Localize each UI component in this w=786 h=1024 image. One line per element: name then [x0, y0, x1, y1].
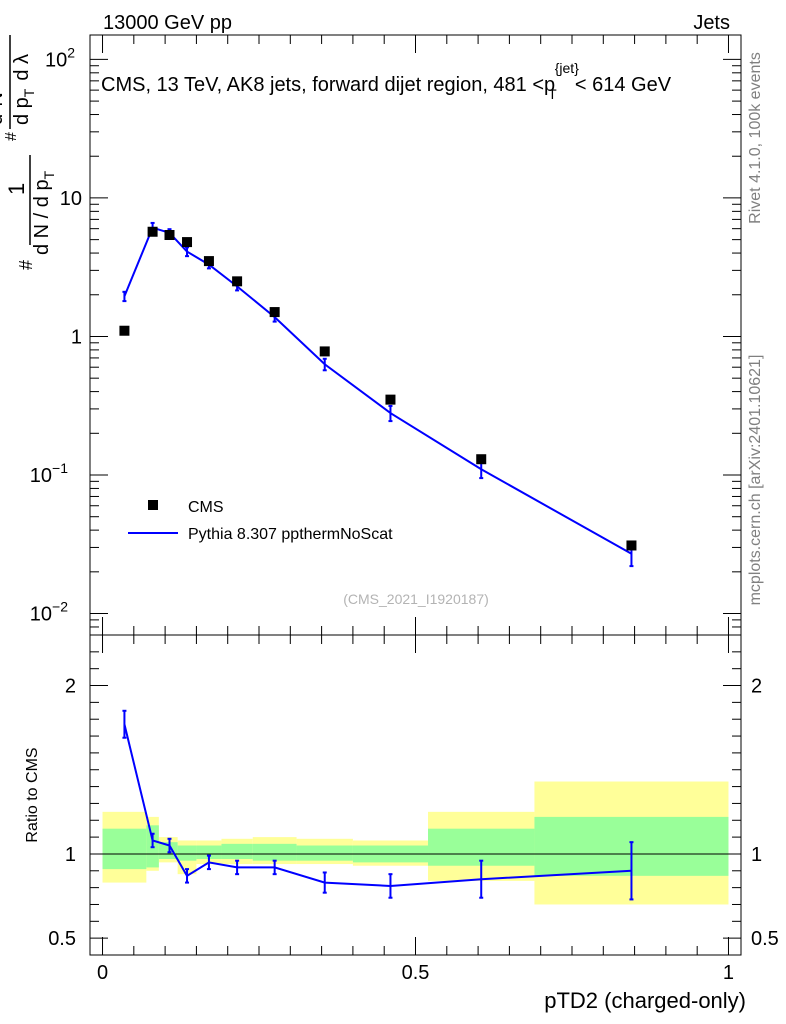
main-ytick-label: 10−1	[30, 460, 68, 487]
legend-cms-marker	[148, 500, 158, 510]
x-axis-label: pTD2 (charged-only)	[544, 988, 746, 1013]
inner-band-segment	[296, 845, 353, 861]
legend: CMS Pythia 8.307 ppthermNoScat	[128, 499, 393, 543]
cms-point	[182, 237, 193, 248]
ratio-ytick-label-right: 1	[751, 844, 762, 866]
ylabel-dp-t: T	[21, 88, 37, 97]
ratio-ytick-label-left: 0.5	[48, 928, 76, 950]
inner-band-segment	[102, 828, 147, 870]
ylabel-one: 1	[4, 183, 29, 195]
cms-point	[119, 325, 130, 336]
ratio-ytick-labels: 0.5 0.5 1 1 2 2	[48, 676, 779, 951]
main-ylabel: # 1 d N / d pT # d2N d pTd λ	[0, 35, 57, 270]
ratio-ytick-label-left: 1	[65, 844, 76, 866]
cms-point	[232, 276, 243, 287]
plot-title-sup: {jet}	[555, 60, 579, 76]
ylabel-den-t: T	[41, 170, 57, 179]
ratio-plot-frame	[89, 634, 742, 956]
ratio-ytick-label-left: 2	[65, 676, 76, 698]
plot-title-main: CMS, 13 TeV, AK8 jets, forward dijet reg…	[101, 74, 555, 96]
mcplots-label: mcplots.cern.ch [arXiv:2401.10621]	[747, 355, 764, 606]
cms-point	[269, 307, 280, 318]
cms-point	[385, 394, 396, 405]
xtick-label: 0.5	[402, 962, 430, 984]
ratio-uncertainty-bands	[90, 781, 741, 905]
plot-title-sub: T	[548, 86, 557, 102]
ylabel-d2n-d: d	[0, 114, 7, 125]
main-plot: 102 10 1 10−1 10−2 CMS, 13 TeV, AK8 jets, fo…	[0, 34, 742, 636]
xtick-label: 0	[97, 962, 108, 984]
cms-point	[626, 540, 637, 551]
xtick-label: 1	[723, 962, 734, 984]
cms-point	[476, 454, 487, 465]
ratio-series	[122, 709, 634, 901]
inner-band-segment	[177, 845, 197, 861]
cms-point	[147, 226, 158, 237]
cms-point	[319, 346, 330, 357]
svg-text:d pTd λ: d pTd λ	[11, 54, 37, 125]
cms-point	[164, 230, 175, 241]
ylabel-hash2: #	[3, 132, 20, 141]
rivet-label: Rivet 4.1.0, 100k events	[747, 52, 764, 224]
inner-band-segment	[252, 843, 297, 861]
inner-band-segment	[221, 843, 253, 859]
svg-text:#: #	[16, 260, 36, 270]
xtick-labels: 0 0.5 1	[97, 962, 734, 984]
svg-text:#: #	[3, 132, 20, 141]
ratio-plot-ticks	[90, 635, 741, 955]
main-ytick-label: 10−2	[30, 599, 68, 626]
ylabel-hash: #	[16, 260, 36, 270]
inner-band-segment	[158, 842, 178, 859]
main-ytick-label: 10	[60, 188, 82, 210]
main-plot-ytick-labels: 102 10 1 10−1 10−2	[30, 44, 82, 625]
main-ytick-label: 102	[45, 44, 75, 71]
main-ytick-label: 1	[71, 326, 82, 348]
ylabel-dl: d λ	[11, 54, 33, 81]
analysis-watermark: (CMS_2021_I1920187)	[343, 591, 489, 607]
plot-title: CMS, 13 TeV, AK8 jets, forward dijet reg…	[101, 60, 672, 102]
legend-cms-label: CMS	[188, 499, 224, 516]
ratio-ylabel: Ratio to CMS	[24, 747, 41, 842]
ylabel-dp: d p	[11, 97, 33, 125]
ratio-ytick-label-right: 0.5	[751, 928, 779, 950]
ylabel-d2n-n: N	[0, 92, 7, 106]
ylabel-den: d N / d p	[31, 179, 53, 255]
ratio-plot: 0.5 0.51 12 2 0 0.5 1 Ratio to CMS pTD2 (char…	[24, 634, 779, 1013]
svg-text:d N / d pT: d N / d pT	[31, 170, 57, 255]
ratio-ytick-label-right: 2	[751, 676, 762, 698]
legend-pythia-label: Pythia 8.307 ppthermNoScat	[188, 526, 393, 543]
header-left: 13000 GeV pp	[103, 12, 232, 34]
main-plot-ticks	[90, 35, 741, 636]
inner-band-segment	[428, 828, 535, 866]
main-plot-series	[119, 221, 637, 568]
svg-text:d2N: d2N	[0, 92, 7, 125]
inner-band-segment	[196, 845, 222, 859]
main-plot-frame	[89, 34, 742, 636]
plot-title-tail: < 614 GeV	[575, 74, 672, 96]
cms-point	[203, 256, 214, 267]
header-right: Jets	[693, 12, 730, 34]
